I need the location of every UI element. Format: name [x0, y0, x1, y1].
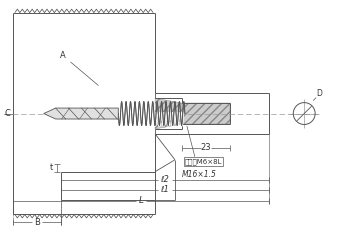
Text: A: A	[60, 51, 66, 60]
Polygon shape	[155, 98, 182, 129]
Text: L: L	[139, 196, 144, 205]
Text: ℓ1: ℓ1	[160, 185, 169, 194]
Text: ℓ2: ℓ2	[160, 175, 169, 184]
Text: B: B	[34, 218, 40, 227]
Polygon shape	[44, 108, 118, 119]
Text: 23: 23	[201, 143, 211, 152]
Text: C: C	[4, 109, 10, 118]
Text: D: D	[316, 89, 322, 98]
Text: ボロセM6×8L: ボロセM6×8L	[185, 158, 222, 165]
Text: t: t	[49, 163, 53, 172]
Text: M16×1.5: M16×1.5	[182, 170, 217, 179]
Polygon shape	[182, 103, 230, 124]
